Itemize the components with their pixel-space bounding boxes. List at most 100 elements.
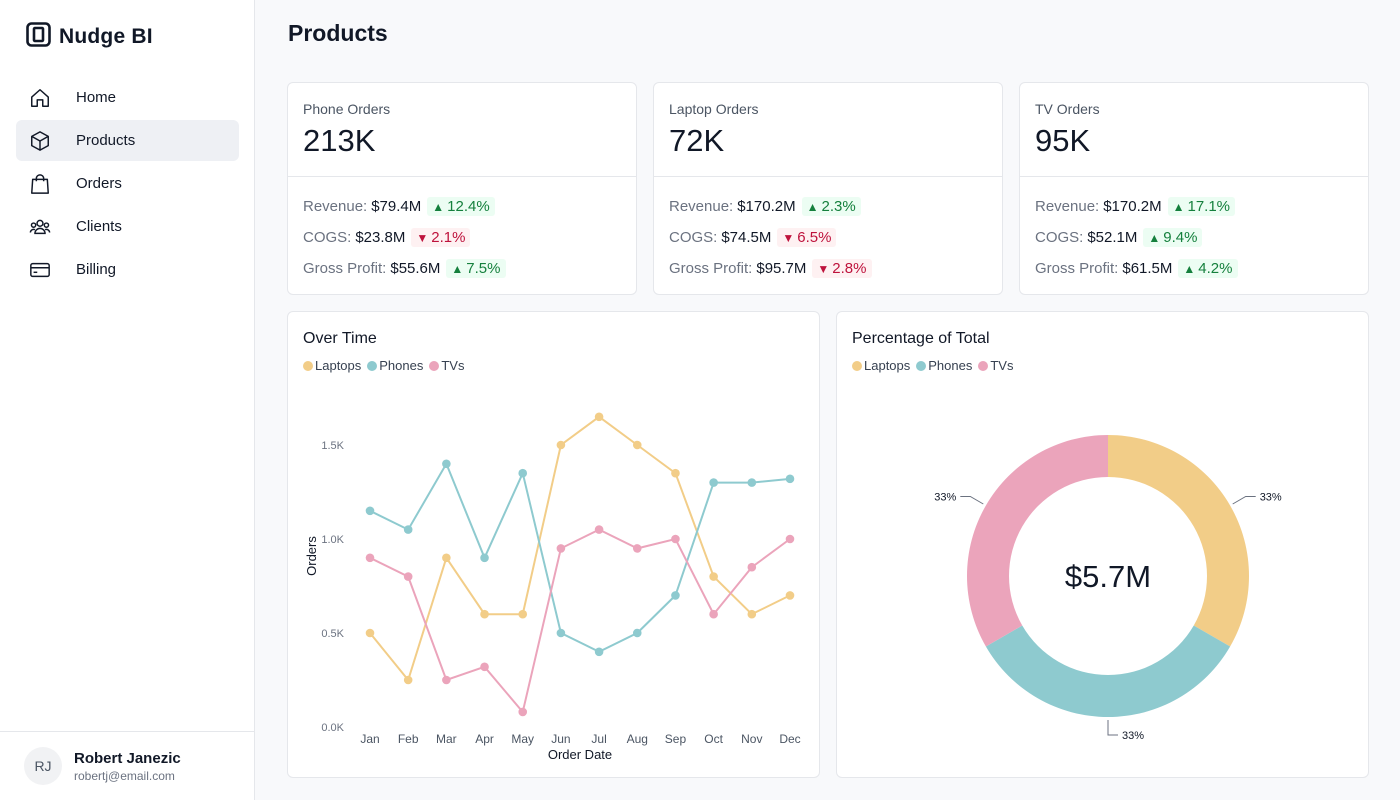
series-line-tvs [369, 528, 791, 715]
kpi-metric-row: COGS: $23.8M ▼ 2.1% [303, 222, 636, 253]
data-point-phones [594, 647, 604, 657]
slice-percent-label: 33% [1122, 730, 1144, 742]
data-point-laptops [403, 675, 413, 685]
x-tick-label: Sep [665, 732, 687, 746]
user-profile[interactable]: RJ Robert Janezic robertj@email.com [0, 731, 254, 800]
home-icon [28, 86, 52, 110]
delta-badge: ▼ 2.1% [411, 228, 471, 247]
sidebar-item-billing[interactable]: Billing [16, 249, 239, 290]
kpi-card-phone-orders: Phone Orders 213K Revenue: $79.4M ▲ 12.4%… [287, 82, 637, 295]
metric-label: COGS: [303, 229, 352, 246]
sidebar-item-orders[interactable]: Orders [16, 163, 239, 204]
sidebar-item-label: Products [76, 132, 136, 149]
data-point-laptops [671, 468, 680, 478]
arrow-up-icon: ▲ [806, 199, 819, 214]
slice-percent-label: 33% [1260, 492, 1282, 504]
x-tick-label: Dec [779, 732, 800, 746]
sidebar-item-label: Orders [76, 175, 122, 192]
series-line-phones [369, 461, 791, 653]
data-point-laptops [785, 591, 795, 600]
x-tick-label: May [511, 732, 534, 746]
metric-label: COGS: [669, 229, 718, 246]
x-tick-label: Mar [436, 732, 457, 746]
metric-label: Revenue: [303, 198, 368, 215]
metric-label: Gross Profit: [669, 260, 753, 277]
legend-item-phones[interactable]: Phones [916, 358, 972, 373]
data-point-tvs [671, 534, 680, 544]
data-point-tvs [442, 675, 451, 685]
slice-leader-line [1107, 720, 1118, 736]
delta-badge: ▼ 6.5% [777, 228, 837, 247]
delta-badge: ▲ 7.5% [446, 259, 506, 278]
kpi-card-laptop-orders: Laptop Orders 72K Revenue: $170.2M ▲ 2.3%… [653, 82, 1003, 295]
page-title: Products [288, 20, 388, 46]
legend-item-laptops[interactable]: Laptops [303, 358, 361, 373]
kpi-metric-row: COGS: $74.5M ▼ 6.5% [669, 222, 1002, 253]
metric-label: COGS: [1035, 229, 1084, 246]
kpi-metric-row: COGS: $52.1M ▲ 9.4% [1035, 222, 1368, 253]
sidebar-item-home[interactable]: Home [16, 77, 239, 118]
data-point-laptops [594, 412, 604, 422]
legend-dot [303, 360, 313, 371]
data-point-phones [785, 474, 795, 484]
arrow-down-icon: ▼ [416, 230, 429, 245]
series-line-laptops [369, 415, 791, 683]
metric-value: $170.2M [1103, 198, 1162, 215]
arrow-up-icon: ▲ [451, 261, 464, 276]
slice-leader-line [1232, 496, 1256, 505]
slice-percent-label: 33% [934, 492, 956, 504]
donut-slice-tvs [967, 435, 1108, 647]
data-point-phones [556, 628, 566, 638]
sidebar-item-products[interactable]: Products [16, 120, 239, 161]
chart-title: Over Time [303, 330, 377, 347]
x-axis-label: Order Date [548, 747, 612, 762]
delta-badge: ▲ 9.4% [1143, 228, 1203, 247]
data-point-phones [518, 468, 528, 478]
data-point-tvs [518, 707, 528, 717]
over-time-chart-card: Over Time Laptops Phones TVs 0.0K 0.5K 1.0… [287, 311, 820, 778]
metric-label: Revenue: [1035, 198, 1100, 215]
sidebar-item-label: Home [76, 89, 117, 106]
arrow-up-icon: ▲ [432, 199, 445, 214]
data-point-laptops [518, 609, 528, 619]
brand[interactable]: Nudge BI [26, 22, 153, 52]
delta-badge: ▲ 12.4% [427, 197, 495, 216]
arrow-up-icon: ▲ [1183, 261, 1196, 276]
donut-center-total: $5.7M [1065, 559, 1151, 594]
data-point-tvs [365, 553, 375, 563]
legend-dot [916, 360, 927, 371]
data-point-tvs [709, 609, 718, 619]
chart-legend: Laptops Phones TVs [852, 358, 1013, 373]
metric-label: Revenue: [669, 198, 734, 215]
sidebar-item-clients[interactable]: Clients [16, 206, 239, 247]
chart-title: Percentage of Total [852, 330, 990, 347]
arrow-down-icon: ▼ [782, 230, 795, 245]
data-point-laptops [632, 440, 642, 450]
metric-label: Gross Profit: [1035, 260, 1119, 277]
data-point-laptops [480, 609, 489, 619]
legend-dot [978, 360, 989, 371]
x-tick-label: Jul [591, 732, 606, 746]
metric-value: $61.5M [1122, 260, 1173, 277]
shopping-bag-icon [28, 172, 52, 196]
arrow-up-icon: ▲ [1148, 230, 1161, 245]
kpi-metric-row: Gross Profit: $95.7M ▼ 2.8% [669, 253, 1002, 284]
legend-item-tvs[interactable]: TVs [978, 358, 1013, 373]
legend-item-tvs[interactable]: TVs [429, 358, 464, 373]
legend-item-laptops[interactable]: Laptops [852, 358, 910, 373]
kpi-label: Phone Orders [303, 101, 391, 117]
x-tick-label: Oct [704, 732, 723, 746]
data-point-tvs [747, 562, 757, 572]
data-point-phones [403, 525, 413, 534]
legend-item-phones[interactable]: Phones [367, 358, 423, 373]
legend-dot [367, 360, 378, 371]
donut-slice-phones [985, 625, 1231, 717]
percentage-of-total-chart-card: Percentage of Total Laptops Phones TVs 3… [836, 311, 1369, 778]
x-tick-label: Feb [398, 732, 419, 746]
delta-badge: ▲ 2.3% [801, 197, 861, 216]
delta-badge: ▲ 4.2% [1178, 259, 1238, 278]
data-point-tvs [632, 544, 642, 553]
kpi-metric-row: Gross Profit: $61.5M ▲ 4.2% [1035, 253, 1368, 284]
data-point-phones [671, 591, 680, 600]
metric-value: $95.7M [756, 260, 807, 277]
